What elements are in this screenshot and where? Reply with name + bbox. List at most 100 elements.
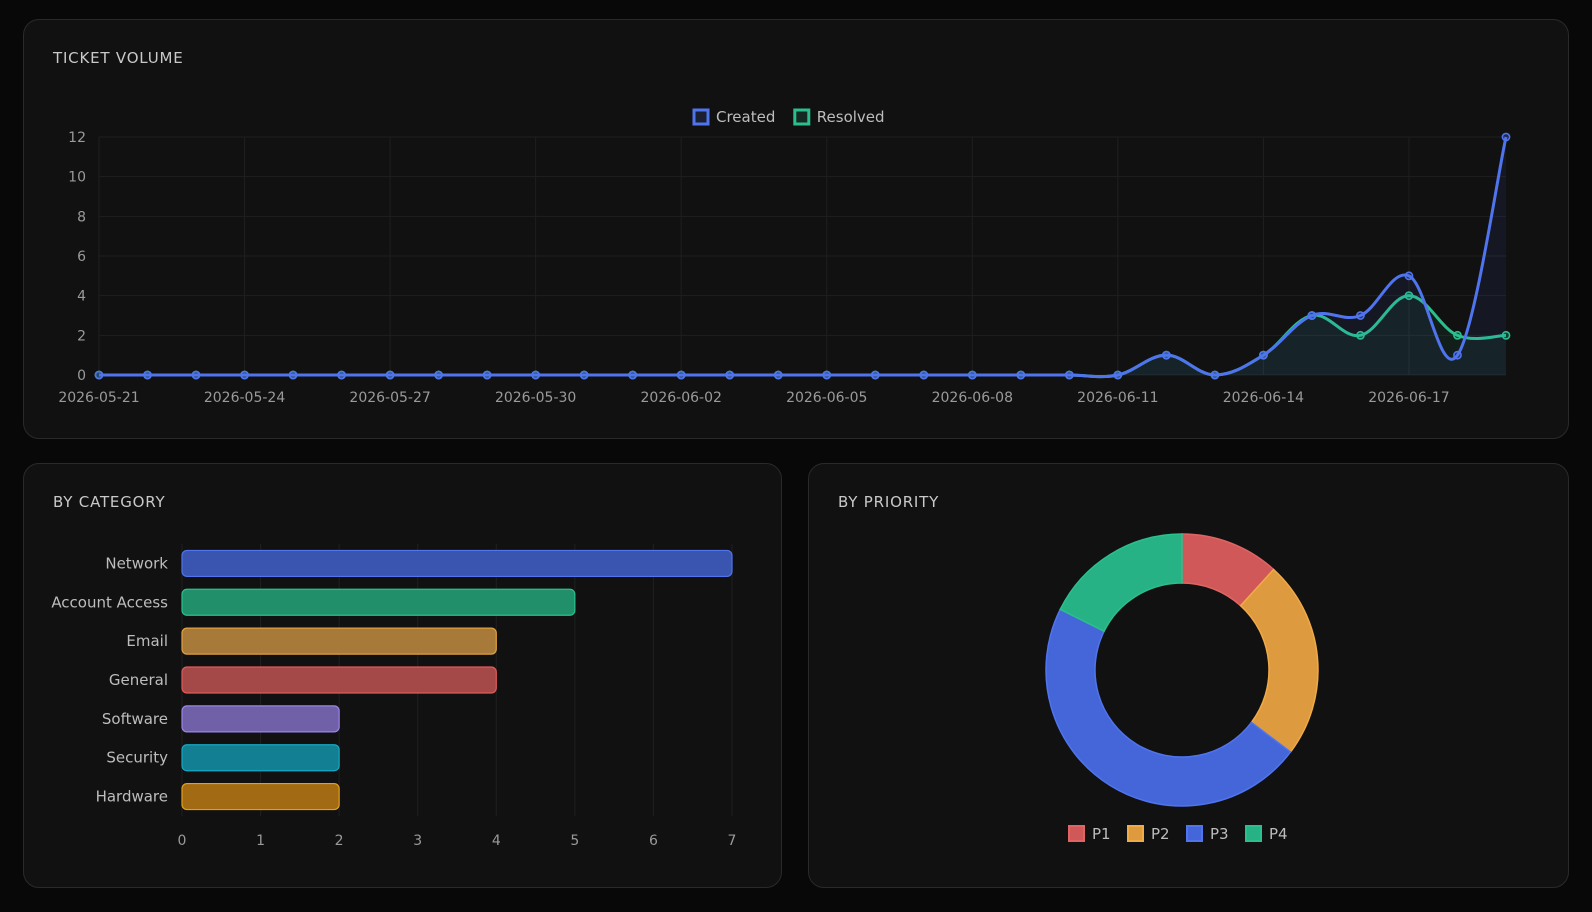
by-priority-chart: P1 P2 P3 P4 [1045,533,1319,843]
x-tick-label: 1 [256,833,265,849]
x-tick-label: 2 [335,833,344,849]
data-point [1016,370,1026,380]
by-category-title: BY CATEGORY [53,493,166,511]
x-tick-label: 2026-06-14 [1223,390,1304,406]
data-point [579,370,589,380]
bar [181,782,340,811]
data-point [628,370,638,380]
x-tick-label: 6 [649,833,658,849]
ticket-volume-chart: 0 2 4 6 8 10 12 2026-05-21 2026-05-24 2026-05-27 2… [58,108,1511,406]
data-point [143,370,152,380]
data-point [676,370,686,380]
data-point [288,370,298,380]
ticket-volume-title: TICKET VOLUME [53,49,184,67]
y-tick-label: 12 [68,130,86,146]
data-point [1404,271,1414,281]
data-point [919,370,929,380]
x-tick-label: 2026-05-21 [58,390,139,406]
category-label: Security [106,749,168,767]
x-tick-label: 7 [728,833,737,849]
data-point [1356,330,1365,340]
data-point [725,370,735,380]
x-tick-label: 2026-05-30 [495,390,576,406]
category-label: Hardware [96,788,168,806]
data-point [94,370,104,380]
data-point [337,370,346,380]
series-line [99,136,1508,379]
x-tick-label: 2026-06-11 [1077,390,1158,406]
category-label: Network [105,554,168,572]
data-point [1501,330,1511,340]
y-tick-label: 6 [77,249,86,265]
x-tick-label: 3 [413,833,422,849]
doughnut-slice [1045,608,1292,807]
legend-label: P2 [1151,825,1170,843]
data-point [1307,311,1317,320]
x-tick-label: 2026-05-24 [204,390,285,406]
data-point [1453,350,1462,360]
bar [181,588,576,616]
bar [181,705,340,733]
data-point [822,370,832,380]
x-tick-label: 0 [178,833,187,849]
legend-swatch [1245,825,1262,842]
data-point [531,370,541,380]
data-point [1453,330,1462,340]
legend-swatch [1127,825,1144,842]
category-label: General [109,671,168,689]
line-legend: Created Resolved [692,108,885,126]
data-point [870,370,880,380]
legend-label: P3 [1210,825,1229,843]
y-tick-label: 2 [77,328,86,344]
data-point [385,370,395,380]
data-point [1404,291,1414,301]
bar [181,627,497,655]
data-point [1356,311,1365,320]
by-category-card: BY CATEGORY 0 1 2 3 4 5 6 7 Network Account Acces… [23,463,782,888]
legend-label: P4 [1269,825,1288,843]
legend-swatch [793,108,811,126]
data-point [1501,132,1511,142]
by-priority-title: BY PRIORITY [838,493,940,511]
legend-label: Created [716,108,775,126]
legend-label: Resolved [817,108,885,126]
legend-label: P1 [1092,825,1111,843]
data-point [773,370,783,380]
bar [181,666,497,694]
y-tick-label: 10 [68,170,86,186]
category-label: Software [102,710,168,728]
data-point [967,370,977,380]
ticket-volume-card: TICKET VOLUME 0 2 4 6 8 10 12 2026-05-21 2026-05… [23,19,1569,439]
bar [181,744,340,772]
by-priority-card: BY PRIORITY P1 P2 P3 P4 [808,463,1569,888]
by-category-chart: 0 1 2 3 4 5 6 7 Network Account Access Email Genera… [51,544,737,849]
x-tick-label: 2026-06-05 [786,390,867,406]
data-point [240,370,249,380]
y-tick-label: 4 [77,289,86,305]
legend-swatch [1186,825,1203,842]
data-point [482,370,492,380]
series-area [99,295,1506,377]
bar [181,549,733,578]
data-point [1161,350,1171,360]
data-point [1064,370,1074,380]
pie-legend: P1 P2 P3 P4 [1068,825,1288,843]
x-tick-label: 5 [570,833,579,849]
x-tick-label: 2026-06-17 [1368,390,1449,406]
doughnut-slice [1059,533,1183,633]
data-point [1259,350,1268,360]
x-tick-label: 2026-06-02 [641,390,722,406]
category-label: Email [126,632,168,650]
data-point [1113,370,1123,380]
legend-swatch [1068,825,1085,842]
x-tick-label: 2026-05-27 [349,390,430,406]
category-label: Account Access [51,593,168,611]
y-tick-label: 8 [77,209,86,225]
data-point [191,370,201,380]
data-point [434,370,444,380]
legend-swatch [692,108,710,126]
data-point [1210,370,1220,380]
series-area [99,137,1506,377]
x-tick-label: 2026-06-08 [932,390,1013,406]
x-tick-label: 4 [492,833,501,849]
